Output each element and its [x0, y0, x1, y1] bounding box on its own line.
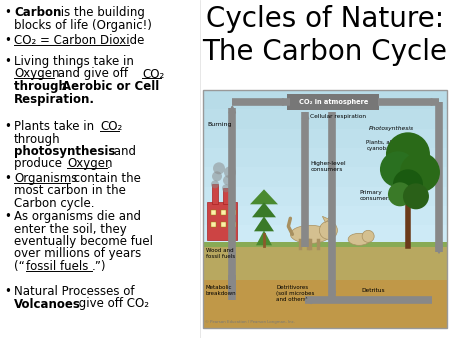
Bar: [207, 202, 237, 240]
Text: Volcanoes: Volcanoes: [14, 297, 81, 311]
Text: •: •: [4, 285, 11, 298]
Bar: [221, 210, 226, 215]
Text: .: .: [107, 158, 111, 170]
Bar: [203, 90, 447, 328]
Text: Photosynthesis: Photosynthesis: [369, 126, 414, 131]
Circle shape: [224, 166, 236, 178]
Circle shape: [393, 169, 423, 199]
Bar: [231, 210, 236, 215]
Text: Cycles of Nature:
The Carbon Cycle: Cycles of Nature: The Carbon Cycle: [202, 5, 447, 67]
Bar: [231, 222, 236, 227]
Circle shape: [223, 175, 233, 185]
Polygon shape: [256, 230, 272, 245]
Text: most carbon in the: most carbon in the: [14, 185, 126, 197]
Bar: [203, 109, 447, 130]
Ellipse shape: [348, 233, 370, 245]
Bar: [211, 222, 216, 227]
Text: through: through: [14, 132, 61, 145]
Text: CO₂ in atmosphere: CO₂ in atmosphere: [299, 99, 368, 105]
Text: Plants, algae,
cyanobacteria: Plants, algae, cyanobacteria: [366, 140, 406, 151]
Text: and: and: [110, 145, 136, 158]
Bar: [203, 187, 447, 207]
Bar: [203, 148, 447, 168]
Text: CO₂: CO₂: [100, 120, 122, 133]
Text: Wood and
fossil fuels: Wood and fossil fuels: [206, 248, 235, 259]
Text: Oxygen: Oxygen: [67, 158, 112, 170]
Text: and give off: and give off: [54, 68, 132, 80]
Text: •: •: [4, 55, 11, 68]
Bar: [203, 129, 447, 149]
Text: fossil fuels: fossil fuels: [26, 260, 88, 273]
Text: through: through: [14, 80, 71, 93]
Text: Plants take in: Plants take in: [14, 120, 98, 133]
Text: Primary
consumers: Primary consumers: [359, 190, 392, 201]
Text: •: •: [4, 34, 11, 47]
Text: Aerobic or Cell: Aerobic or Cell: [62, 80, 159, 93]
Circle shape: [320, 221, 338, 239]
Text: Organisms: Organisms: [14, 172, 77, 185]
Text: give off CO₂: give off CO₂: [75, 297, 149, 311]
Text: Metabolic
breakdown: Metabolic breakdown: [206, 285, 237, 296]
Circle shape: [400, 152, 440, 192]
Bar: [203, 281, 447, 328]
Text: CO₂ = Carbon Dioxide: CO₂ = Carbon Dioxide: [14, 34, 144, 47]
Text: Cellular respiration: Cellular respiration: [310, 114, 366, 119]
Circle shape: [362, 230, 374, 242]
Circle shape: [380, 151, 416, 187]
Ellipse shape: [290, 225, 330, 243]
Circle shape: [211, 180, 219, 188]
Bar: [223, 188, 229, 204]
Bar: [211, 210, 216, 215]
Text: contain the: contain the: [70, 172, 141, 185]
Circle shape: [212, 171, 222, 181]
Text: enter the soil, they: enter the soil, they: [14, 222, 127, 236]
Polygon shape: [250, 189, 278, 204]
Circle shape: [222, 184, 230, 192]
Text: Carbon cycle.: Carbon cycle.: [14, 197, 94, 210]
Bar: [203, 167, 447, 188]
Text: Burning: Burning: [207, 122, 231, 127]
Circle shape: [388, 182, 412, 206]
Text: is the building: is the building: [57, 6, 145, 19]
Text: •: •: [4, 6, 11, 19]
FancyBboxPatch shape: [288, 94, 379, 110]
Text: Higher-level
consumers: Higher-level consumers: [310, 162, 346, 172]
Text: •: •: [4, 120, 11, 133]
Circle shape: [386, 132, 430, 176]
Bar: [203, 242, 447, 281]
Text: •: •: [4, 172, 11, 185]
Text: Carbon: Carbon: [14, 6, 61, 19]
Text: •: •: [4, 210, 11, 223]
Text: Detritus: Detritus: [362, 288, 385, 293]
Text: blocks of life (Organic!): blocks of life (Organic!): [14, 19, 152, 31]
Circle shape: [213, 162, 225, 174]
Text: As organisms die and: As organisms die and: [14, 210, 141, 223]
Text: (“: (“: [14, 260, 25, 273]
Polygon shape: [252, 202, 276, 217]
Text: eventually become fuel: eventually become fuel: [14, 235, 153, 248]
Bar: [212, 184, 218, 204]
Text: photosynthesis: photosynthesis: [14, 145, 115, 158]
Text: over millions of years: over millions of years: [14, 247, 141, 261]
Text: Oxygen: Oxygen: [14, 68, 59, 80]
Bar: [203, 206, 447, 226]
Circle shape: [403, 183, 429, 209]
Text: CO₂: CO₂: [142, 68, 164, 80]
Bar: [203, 225, 447, 246]
Text: .”): .”): [92, 260, 107, 273]
Text: © Pearson Education / Pearson Longman, Inc.: © Pearson Education / Pearson Longman, I…: [205, 320, 295, 324]
Bar: [221, 222, 226, 227]
Polygon shape: [328, 217, 334, 223]
Text: Respiration.: Respiration.: [14, 93, 95, 105]
Polygon shape: [322, 216, 329, 222]
Text: Detritivores
(soil microbes
and others): Detritivores (soil microbes and others): [276, 285, 315, 302]
Text: Natural Processes of: Natural Processes of: [14, 285, 135, 298]
Text: produce: produce: [14, 158, 66, 170]
Polygon shape: [254, 216, 274, 231]
Bar: [203, 242, 447, 247]
Bar: [203, 90, 447, 110]
Text: Living things take in: Living things take in: [14, 55, 134, 68]
